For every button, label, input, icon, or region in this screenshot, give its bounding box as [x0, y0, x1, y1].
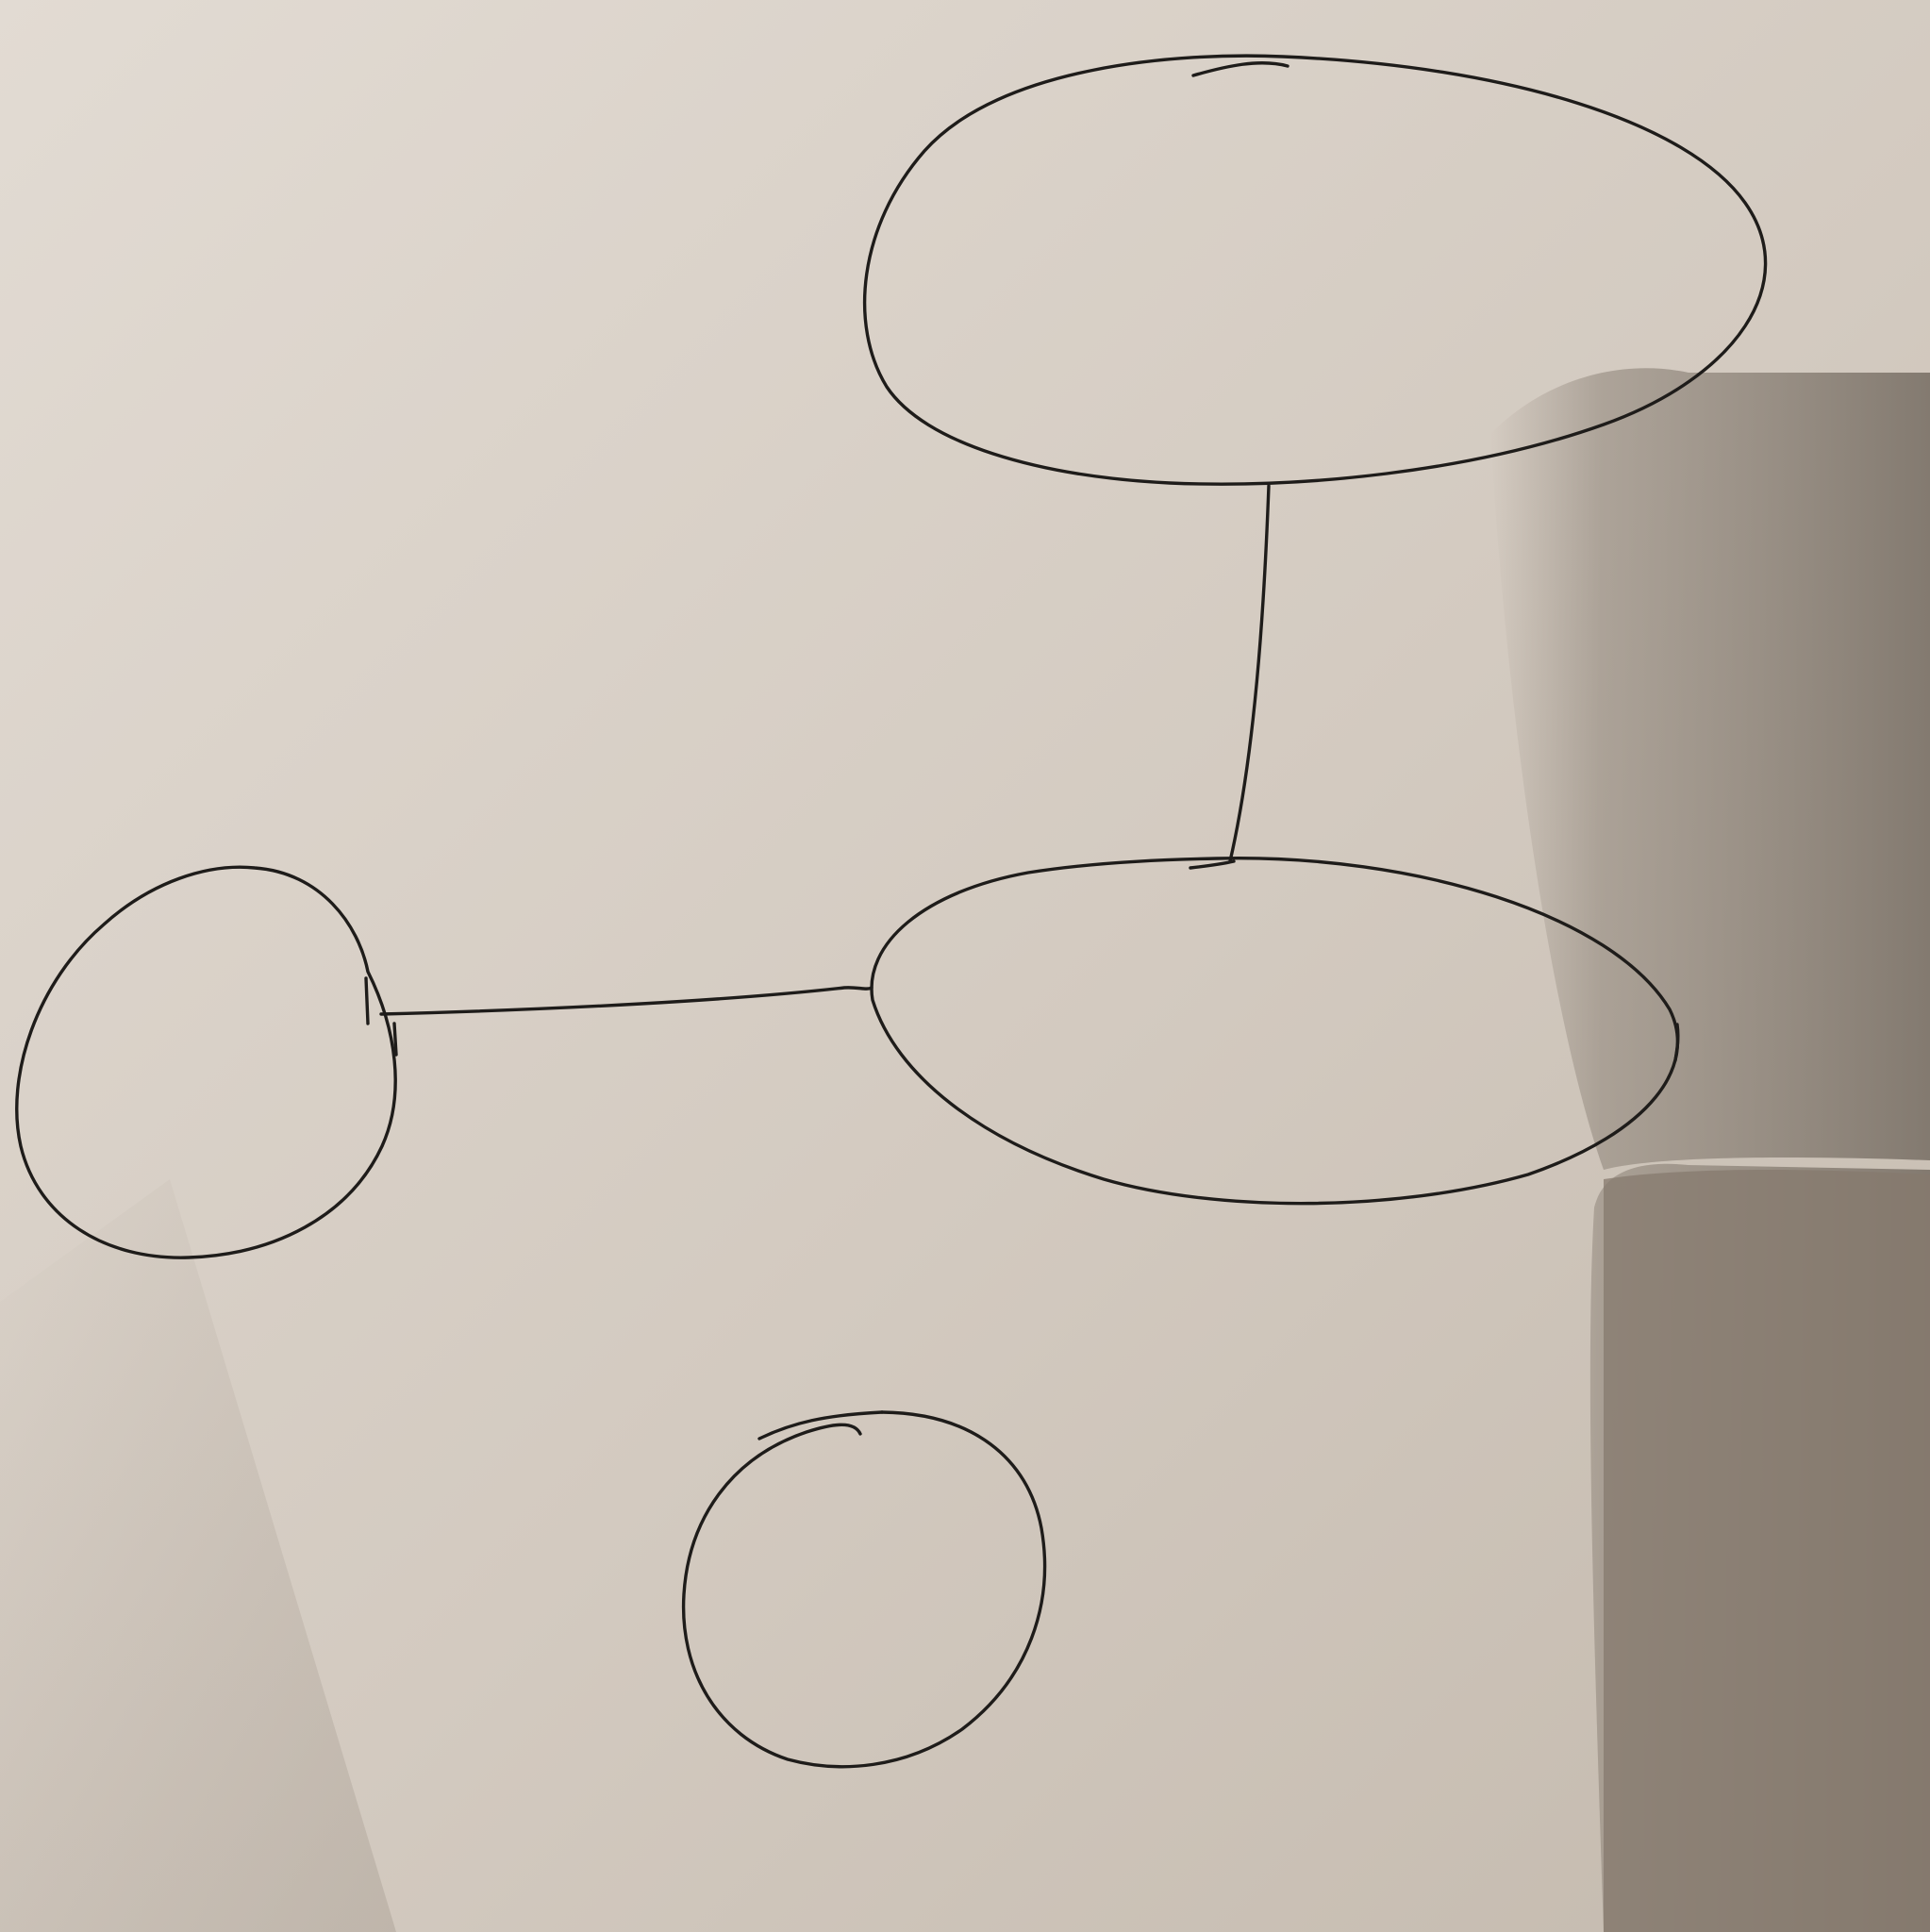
node-top-flick	[1191, 61, 1289, 77]
paper-shadow-lower	[1604, 1170, 1930, 1932]
node-bottom	[681, 1410, 1047, 1769]
node-left	[15, 865, 397, 1259]
edge-top-to-middle	[1228, 484, 1271, 863]
edge-top-to-middle-tick	[1189, 859, 1236, 870]
node-middle-right	[870, 857, 1680, 1206]
node-bottom-flick	[757, 1410, 884, 1441]
paper-shadow-soft	[0, 1179, 396, 1932]
edge-left-to-middle	[379, 986, 873, 1016]
node-top	[863, 54, 1768, 486]
edge-left-to-middle-mark	[364, 976, 398, 1057]
node-middle-right-tick	[1673, 1023, 1680, 1062]
